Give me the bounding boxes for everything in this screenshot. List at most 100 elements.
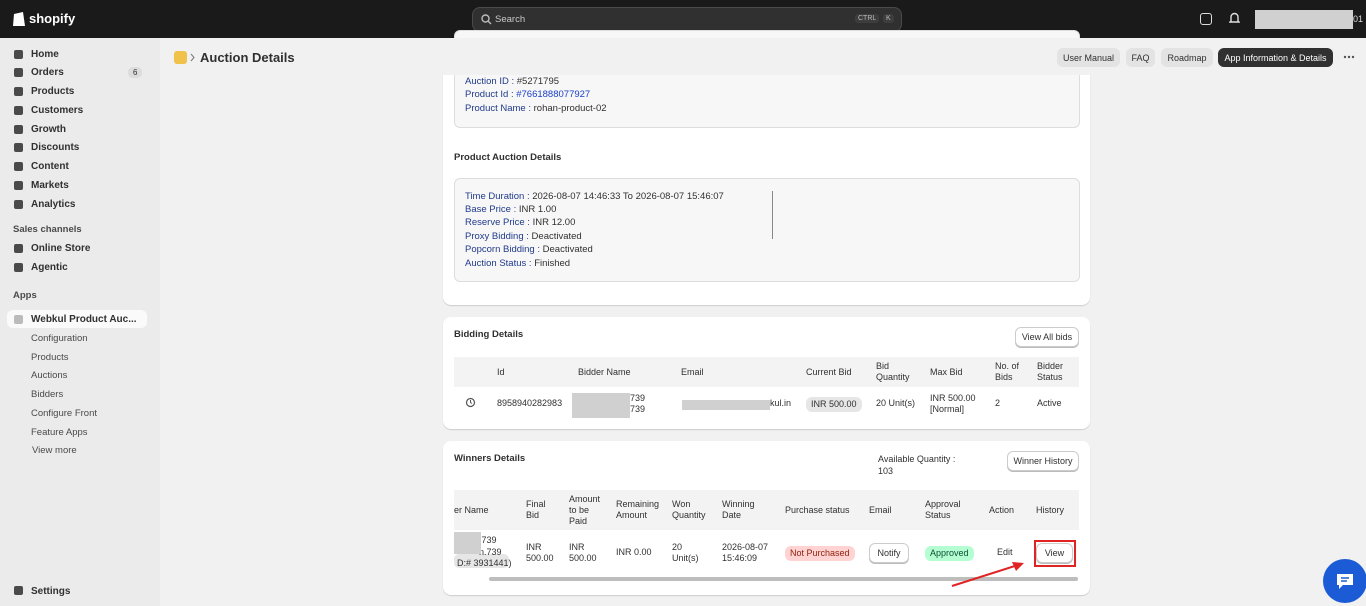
column-header: Email	[681, 366, 704, 377]
column-header: Bidder Name	[578, 366, 631, 377]
winner-history[interactable]: Winner History	[1007, 451, 1079, 471]
detail-row: Popcorn Bidding : Deactivated	[465, 243, 593, 257]
chat-button[interactable]	[1323, 559, 1366, 603]
nav-item[interactable]: Online Store	[31, 243, 91, 254]
app-link[interactable]: Configure Front	[31, 408, 98, 419]
bid-count: 2	[995, 398, 1001, 408]
column-header: Won Quantity	[672, 499, 706, 520]
page-title: Auction Details	[200, 50, 295, 65]
header-button[interactable]: User Manual	[1057, 48, 1120, 67]
annotation-arrow	[951, 562, 1024, 587]
winner-name: .739 n.739 D:# 3931441)	[457, 535, 512, 570]
section-title: Product Auction Details	[454, 152, 562, 163]
nav-item[interactable]: Content	[31, 161, 69, 172]
notify-button[interactable]: Notify	[869, 543, 909, 563]
nav-item[interactable]: Customers	[31, 105, 84, 116]
nav-item[interactable]: Home	[31, 49, 59, 60]
text[interactable]: #7661888077927	[516, 89, 591, 100]
search-icon	[481, 14, 492, 25]
column-header: Email	[869, 504, 892, 515]
text: INR 12.00	[532, 217, 576, 228]
text: Popcorn Bidding :	[465, 244, 540, 255]
auction-card: Auction ID : #5271795 Product Id : #7661…	[443, 30, 1090, 305]
text: rohan-product-02	[533, 103, 607, 114]
nav-item[interactable]: Analytics	[31, 199, 76, 210]
section-title: Winners Details	[454, 453, 526, 464]
text: Reserve Price :	[465, 217, 530, 228]
account-redacted[interactable]	[1255, 10, 1353, 29]
app-link[interactable]: Configuration	[31, 333, 88, 344]
bell-icon[interactable]	[1229, 12, 1240, 25]
text: .739	[479, 535, 497, 545]
text: 739	[630, 404, 646, 414]
redacted	[682, 400, 770, 410]
nav-item[interactable]: Webkul Product Auc...	[31, 314, 137, 325]
redacted	[572, 393, 630, 418]
nav-item[interactable]: Orders	[31, 67, 64, 78]
logo-icon	[13, 12, 25, 26]
detail-row: Auction Status : Finished	[465, 257, 570, 271]
header-button[interactable]: FAQ	[1126, 48, 1155, 67]
won-quantity: 20 Unit(s)	[672, 541, 699, 563]
column-header: Amount to be Paid	[569, 493, 601, 526]
active-app[interactable]	[7, 310, 147, 328]
chat-icon	[1337, 574, 1353, 589]
app-link[interactable]: View more	[32, 445, 77, 456]
available-quantity: Available Quantity : 103	[878, 453, 955, 477]
nav-item[interactable]: Discounts	[31, 142, 80, 153]
text: 739	[630, 393, 646, 403]
view-button[interactable]: View	[1036, 543, 1073, 563]
bidding-card: Bidding Details View All bids Id Bidder …	[443, 317, 1090, 429]
chevron	[190, 53, 195, 62]
edit-action[interactable]: Edit	[997, 547, 1013, 557]
app-link[interactable]: Products	[31, 352, 69, 363]
app-link[interactable]: Auctions	[31, 370, 68, 381]
nav-item[interactable]: Markets	[31, 180, 69, 191]
history-icon[interactable]	[465, 397, 476, 408]
app-link[interactable]: Bidders	[31, 389, 64, 400]
logo[interactable]: shopify	[29, 11, 76, 26]
winning-date: 2026-08-07 15:46:09	[722, 541, 769, 563]
column-header: Current Bid	[806, 366, 852, 377]
header-button[interactable]: App Information & Details	[1218, 48, 1333, 67]
text: Product Name :	[465, 103, 531, 114]
text: #5271795	[516, 76, 560, 87]
text: Deactivated	[542, 244, 593, 255]
column-header: Final Bid	[526, 499, 546, 520]
text: Deactivated	[531, 231, 582, 242]
text: Base Price :	[465, 204, 517, 215]
column-header: Remaining Amount	[616, 499, 660, 520]
text: Auction ID :	[465, 76, 515, 87]
nav-item[interactable]: Settings	[31, 586, 71, 597]
nav-item[interactable]: Agentic	[31, 262, 68, 273]
section-title[interactable]: Sales channels	[13, 224, 82, 235]
detail-row: Proxy Bidding : Deactivated	[465, 230, 582, 244]
nav-item[interactable]: Growth	[31, 124, 66, 135]
table-header	[454, 357, 1079, 387]
amount-to-pay: INR 500.00	[569, 541, 597, 563]
scrollbar	[489, 577, 1078, 581]
nav-item[interactable]: Products	[31, 86, 75, 97]
view-all-bids[interactable]: View All bids	[1015, 327, 1079, 347]
sidebar: Home Orders 6 Products Customers Growth …	[0, 38, 160, 606]
detail-row: Reserve Price : INR 12.00	[465, 216, 575, 230]
max-bid: INR 500.00 [Normal]	[930, 392, 976, 414]
info-row: Auction ID : #5271795	[465, 75, 559, 89]
highlight-box	[1034, 540, 1076, 567]
orders-badge: 6	[128, 67, 143, 78]
column-header: Purchase status	[785, 504, 850, 515]
final-bid: INR 500.00	[526, 541, 554, 563]
app-link[interactable]: Feature Apps	[31, 427, 88, 438]
store-icon[interactable]	[1200, 13, 1212, 25]
header-button[interactable]: Roadmap	[1161, 48, 1213, 67]
search-box[interactable]: Search CTRL K	[472, 7, 902, 32]
section-title[interactable]: Apps	[13, 290, 37, 301]
text: 103	[878, 466, 894, 476]
text: D:# 3931441)	[457, 558, 512, 568]
text: Product Id :	[465, 89, 514, 100]
more-menu[interactable]	[1343, 55, 1355, 59]
app-icon	[174, 51, 187, 64]
shortcut-key: CTRL	[855, 14, 880, 23]
id-pill	[454, 554, 509, 568]
